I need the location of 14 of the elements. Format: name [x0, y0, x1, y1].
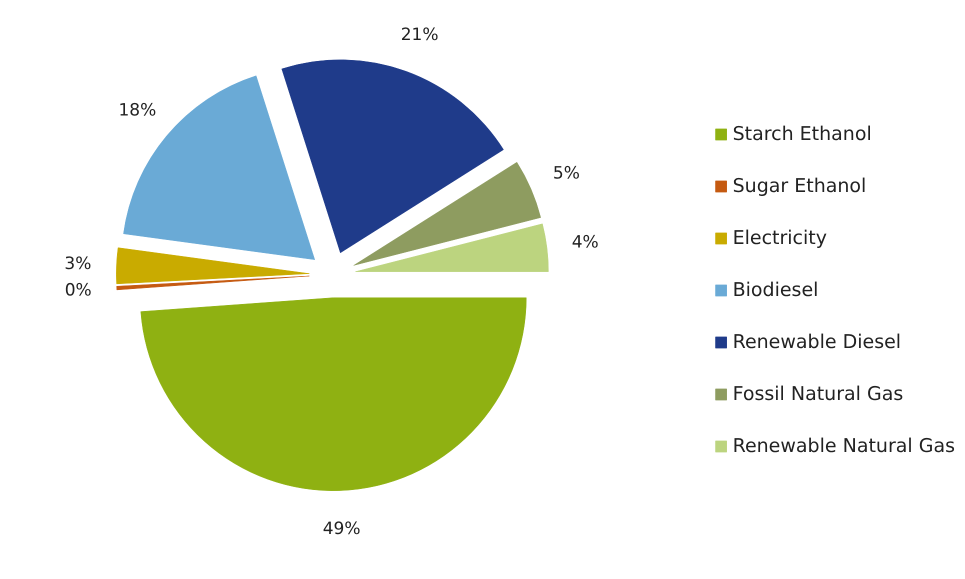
legend-label: Renewable Diesel [732, 330, 902, 352]
legend-label: Starch Ethanol [732, 122, 872, 144]
data-label: 18% [118, 100, 156, 121]
data-label: 49% [322, 519, 361, 540]
legend-label: Biodiesel [732, 278, 818, 300]
data-label: 3% [64, 254, 92, 274]
data-label: 4% [572, 232, 599, 253]
data-label: 0% [64, 280, 92, 301]
legend-label: Sugar Ethanol [732, 174, 866, 196]
data-label: 5% [552, 164, 580, 184]
legend-label: Renewable Natural Gas [732, 434, 955, 456]
data-label: 21% [400, 25, 439, 46]
legend-label: Electricity [732, 226, 827, 248]
legend-label: Fossil Natural Gas [732, 382, 904, 404]
